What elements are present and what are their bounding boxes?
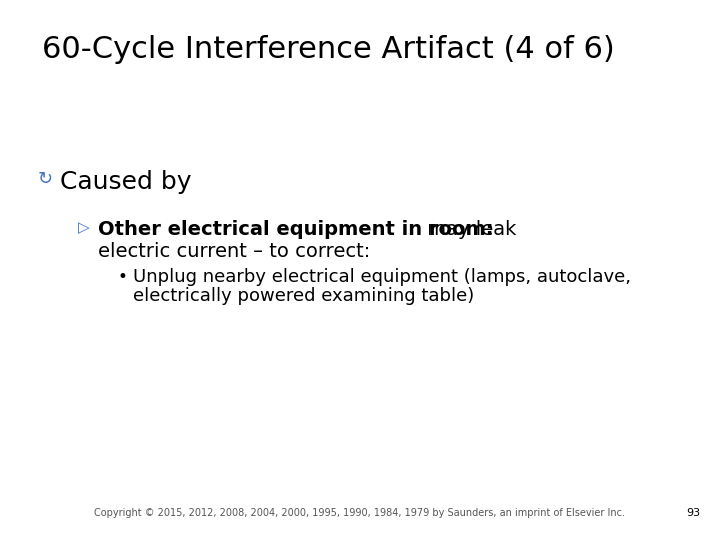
Text: Other electrical equipment in room:: Other electrical equipment in room: [98,220,493,239]
Text: Caused by: Caused by [60,170,192,194]
Text: 93: 93 [686,508,700,518]
Text: •: • [118,268,128,286]
Text: 60-Cycle Interference Artifact (4 of 6): 60-Cycle Interference Artifact (4 of 6) [42,35,615,64]
Text: electric current – to correct:: electric current – to correct: [98,242,370,261]
Text: Copyright © 2015, 2012, 2008, 2004, 2000, 1995, 1990, 1984, 1979 by Saunders, an: Copyright © 2015, 2012, 2008, 2004, 2000… [94,508,626,518]
Text: may leak: may leak [421,220,516,239]
Text: electrically powered examining table): electrically powered examining table) [133,287,474,305]
Text: ↻: ↻ [38,170,53,188]
Text: ▷: ▷ [78,220,90,235]
Text: Unplug nearby electrical equipment (lamps, autoclave,: Unplug nearby electrical equipment (lamp… [133,268,631,286]
